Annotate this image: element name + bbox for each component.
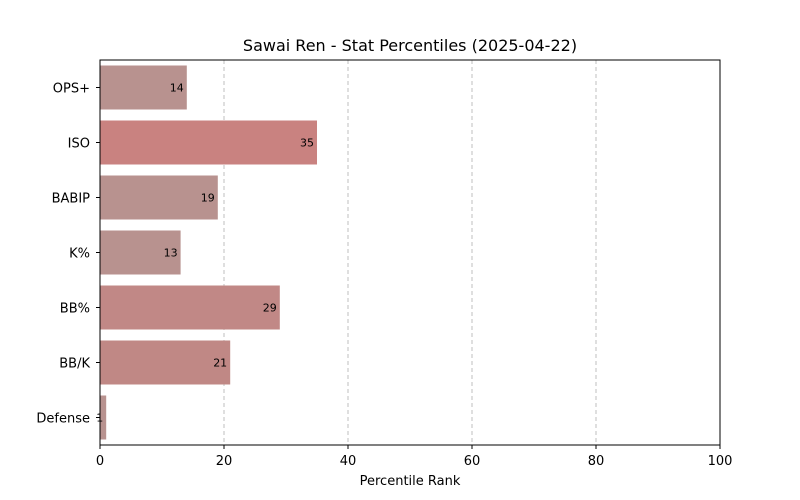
y-tick-label: Defense xyxy=(36,412,90,427)
y-tick-label: OPS+ xyxy=(53,82,90,97)
y-tick-label: BB/K xyxy=(59,357,90,372)
x-tick-label: 80 xyxy=(588,454,605,469)
y-axis-ticks: OPS+ ISO BABIP K% BB% BB/K Defense xyxy=(36,82,100,427)
bar-value-label: 21 xyxy=(213,357,227,370)
gridlines xyxy=(223,60,597,445)
bar-value-label: 29 xyxy=(263,302,277,315)
bar-ops-0 xyxy=(100,65,187,110)
x-axis-ticks: 0 20 40 60 80 100 xyxy=(96,445,733,469)
bar-babip-2 xyxy=(100,175,218,220)
bar-iso-1 xyxy=(100,120,317,165)
bar-bb-4 xyxy=(100,285,280,330)
bar-defense-6 xyxy=(100,395,107,440)
bar-value-label: 35 xyxy=(300,137,314,150)
bar-k-3 xyxy=(100,230,181,275)
x-axis-label: Percentile Rank xyxy=(360,474,461,489)
plot-frame xyxy=(99,59,721,446)
y-tick-label: BABIP xyxy=(52,192,91,207)
y-tick-label: K% xyxy=(69,247,90,262)
bar-bb-k-5 xyxy=(100,340,231,385)
y-tick-label: ISO xyxy=(68,137,90,152)
chart-title: Sawai Ren - Stat Percentiles (2025-04-22… xyxy=(243,36,577,55)
x-tick-label: 60 xyxy=(464,454,481,469)
y-tick-label: BB% xyxy=(60,302,90,317)
x-tick-label: 20 xyxy=(216,454,233,469)
bar-value-label: 19 xyxy=(201,192,215,205)
x-tick-label: 100 xyxy=(708,454,733,469)
bar-value-label: 13 xyxy=(164,247,178,260)
bar-value-label: 14 xyxy=(170,82,184,95)
bars: 1435191329211 xyxy=(96,65,317,440)
x-tick-label: 40 xyxy=(340,454,357,469)
x-tick-label: 0 xyxy=(96,454,104,469)
